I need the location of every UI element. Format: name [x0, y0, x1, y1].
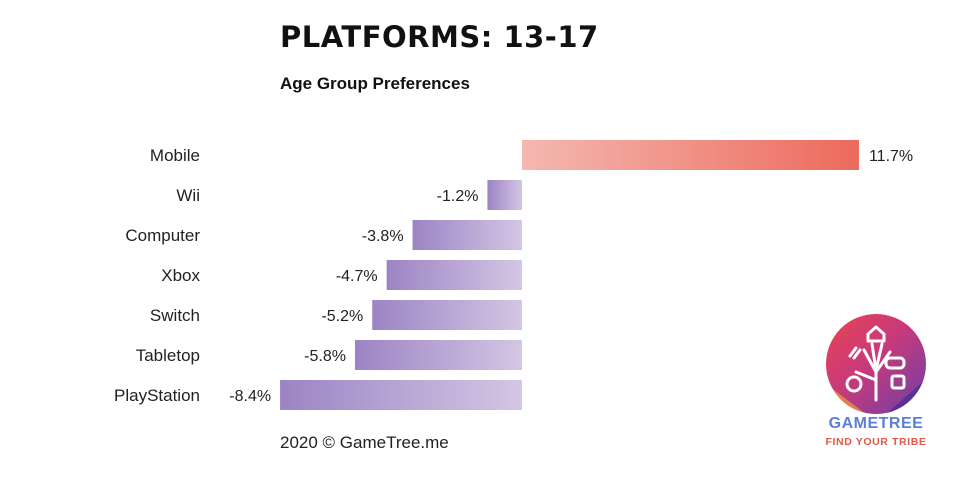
bar-xbox	[386, 260, 522, 290]
category-label-xbox: Xbox	[161, 266, 200, 285]
bar-playstation	[280, 380, 522, 410]
category-label-switch: Switch	[150, 306, 200, 325]
logo-tagline: FIND YOUR TRIBE	[825, 436, 927, 448]
gametree-hand-icon	[826, 314, 926, 414]
category-label-tabletop: Tabletop	[136, 346, 200, 365]
value-label-xbox: -4.7%	[336, 268, 378, 285]
category-label-wii: Wii	[176, 186, 200, 205]
bar-computer	[412, 220, 522, 250]
category-label-mobile: Mobile	[150, 146, 200, 165]
value-label-playstation: -8.4%	[229, 388, 271, 405]
logo-name: GAMETREE	[828, 415, 924, 432]
value-label-tabletop: -5.8%	[304, 348, 346, 365]
bar-wii	[487, 180, 522, 210]
bar-tabletop	[354, 340, 522, 370]
value-label-switch: -5.2%	[321, 308, 363, 325]
chart-title: PLATFORMS: 13-17	[280, 20, 599, 54]
bars-group: Mobile 11.7% Wii -1.2% Computer -3.8% Xbox -4.7…	[114, 140, 913, 410]
footer-copyright: 2020 © GameTree.me	[280, 433, 449, 452]
bar-mobile	[522, 140, 859, 170]
bar-switch	[372, 300, 522, 330]
value-label-mobile: 11.7%	[869, 148, 913, 165]
value-label-computer: -3.8%	[362, 228, 404, 245]
value-label-wii: -1.2%	[437, 188, 479, 205]
chart-subtitle: Age Group Preferences	[280, 74, 470, 93]
category-label-playstation: PlayStation	[114, 386, 200, 405]
category-label-computer: Computer	[125, 226, 200, 245]
gametree-logo[interactable]: GAMETREE FIND YOUR TRIBE	[822, 314, 930, 454]
